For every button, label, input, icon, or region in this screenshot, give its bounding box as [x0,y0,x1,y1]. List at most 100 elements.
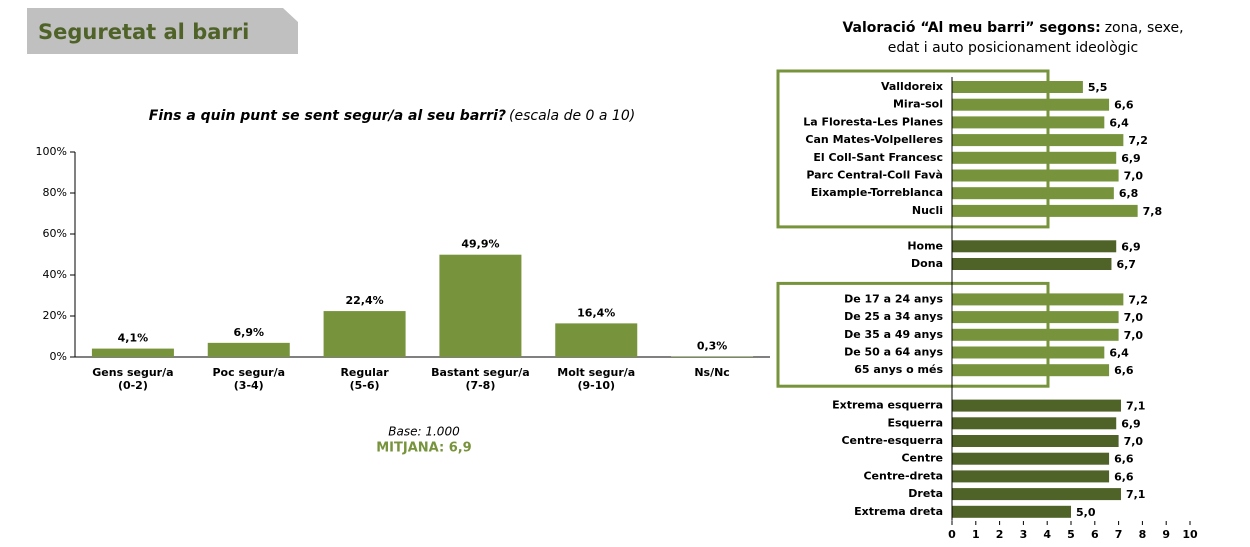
category-label: La Floresta-Les Planes [803,115,943,128]
category-label: Can Mates-Volpelleres [805,133,943,146]
category-label: Parc Central-Coll Favà [806,169,943,182]
x-tick-label: Poc segur/a [212,366,285,379]
x-tick-label: 1 [972,528,980,541]
value-label: 7,0 [1124,435,1144,448]
x-tick-label: 2 [996,528,1004,541]
category-label: Nucli [912,204,943,217]
value-label: 7,0 [1124,311,1144,324]
x-tick-label: 0 [948,528,956,541]
bar [952,169,1119,182]
value-label: 7,2 [1128,134,1148,147]
category-label: De 25 a 34 anys [844,310,943,323]
x-tick-label: 3 [1020,528,1028,541]
x-tick-label: Bastant segur/a [431,366,530,379]
category-label: Esquerra [888,416,944,429]
bar [952,151,1117,164]
y-tick-label: 80% [43,186,67,199]
x-tick-label: 9 [1162,528,1170,541]
title: Fins a quin punt se sent segur/a al seu … [149,108,506,124]
category-label: Mira-sol [893,98,943,111]
chart-title: Valoració “Al meu barri” segons: zona, se… [842,20,1183,36]
category-label: De 50 a 64 anys [844,346,943,359]
bar [555,323,638,357]
bar [952,116,1105,129]
y-tick-label: 40% [43,268,67,281]
value-label: 0,3% [697,339,728,352]
bar [439,254,522,357]
group-frame [776,69,1050,229]
category-label: Extrema dreta [854,505,943,518]
category-label: Dona [911,257,943,270]
bar [952,311,1119,324]
x-tick-label: Molt segur/a [557,366,635,379]
value-label: 6,9 [1121,240,1141,253]
value-label: 6,6 [1114,453,1134,466]
category-label: De 17 a 24 anys [844,292,943,305]
category-label: De 35 a 49 anys [844,328,943,341]
x-tick-label: Ns/Nc [694,366,730,379]
bar [952,293,1124,306]
category-label: Home [907,239,943,252]
value-label: 16,4% [577,306,615,319]
bar [952,240,1117,253]
y-tick-label: 60% [43,227,67,240]
bar [91,348,174,357]
chart-title: Fins a quin punt se sent segur/a al seu … [149,108,635,124]
bar [207,342,290,357]
value-label: 6,6 [1114,99,1134,112]
y-tick-label: 100% [36,145,67,158]
bar [952,81,1083,93]
value-label: 6,4 [1109,116,1129,129]
subtitle: (escala de 0 a 10) [509,108,635,124]
value-label: 6,9 [1121,417,1141,430]
category-label: El Coll-Sant Francesc [813,151,943,164]
bar [952,435,1119,447]
x-tick-label: (9-10) [577,379,615,392]
category-label: Valldoreix [881,80,943,93]
value-label: 5,0 [1076,506,1096,519]
x-tick-label: 7 [1115,528,1123,541]
bar [671,356,754,357]
base-note: Base: 1.000 [388,425,460,439]
bar [952,488,1121,501]
bar [952,134,1124,147]
title: Valoració “Al meu barri” segons: [842,20,1100,36]
value-label: 6,4 [1109,347,1129,360]
value-label: 6,9 [1121,152,1141,165]
header-tab [27,8,298,54]
value-label: 5,5 [1088,81,1108,94]
x-tick-label: 5 [1067,528,1075,541]
value-label: 49,9% [461,238,499,251]
value-label: 7,8 [1143,205,1163,218]
bar [952,204,1138,217]
x-tick-label: (3-4) [234,379,264,392]
value-label: 7,2 [1128,293,1148,306]
bar [952,452,1110,465]
bar [952,328,1119,341]
category-label: Dreta [908,487,943,500]
x-tick-label: Gens segur/a [92,366,173,379]
value-label: 4,1% [118,332,149,345]
category-label: Centre [901,452,943,465]
category-label: 65 anys o més [854,363,943,376]
y-tick-label: 20% [43,309,67,322]
bar [952,364,1110,377]
x-tick-label: 10 [1182,528,1198,541]
category-label: Centre-dreta [863,469,943,482]
subtitle: zona, sexe, [1105,20,1184,36]
bar [952,187,1114,200]
value-label: 7,1 [1126,400,1146,413]
x-tick-label: (5-6) [350,379,380,392]
x-tick-label: (7-8) [465,379,495,392]
y-tick-label: 0% [50,350,67,363]
x-tick-label: (0-2) [118,379,148,392]
x-tick-label: Regular [340,366,389,379]
page-title: Seguretat al barri [38,20,249,44]
value-label: 7,0 [1124,170,1144,183]
bar [952,505,1071,518]
bar [323,311,406,357]
mean-note: MITJANA: 6,9 [376,441,471,456]
subtitle: edat i auto posicionament ideològic [888,40,1139,56]
value-label: 22,4% [345,294,383,307]
x-tick-label: 8 [1139,528,1147,541]
